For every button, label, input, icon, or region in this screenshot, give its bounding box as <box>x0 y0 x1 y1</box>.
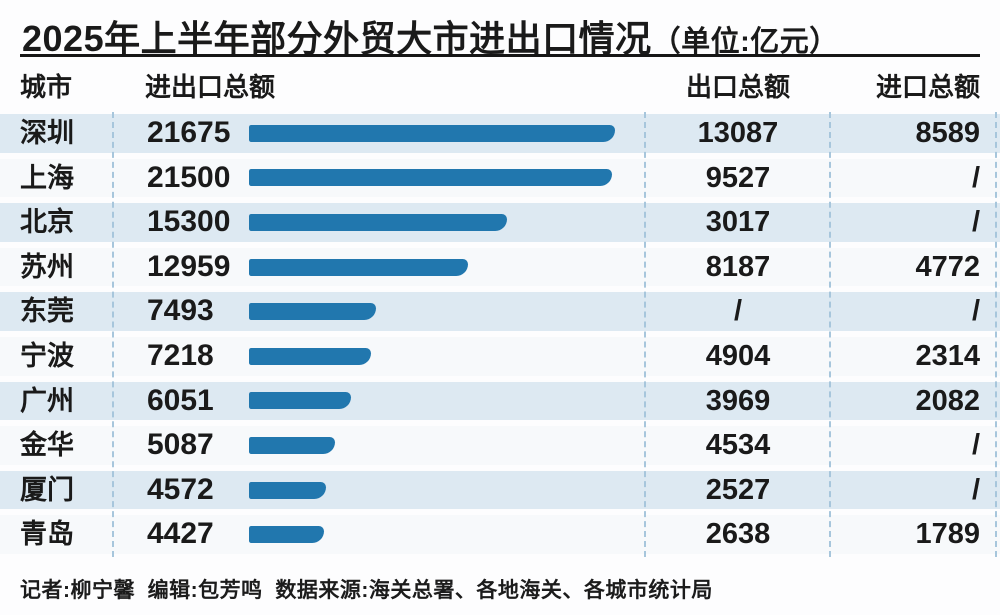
import-value: / <box>971 473 980 506</box>
city-label: 北京 <box>20 207 74 238</box>
total-value: 4427 <box>147 517 214 551</box>
import-value: / <box>971 161 980 194</box>
row-stripe <box>0 515 1000 554</box>
credits-footer: 记者:柳宁馨 编辑:包芳鸣 数据来源:海关总署、各地海关、各城市统计局 <box>20 579 713 602</box>
table-body: 深圳 21675 13087 8589 上海 21500 9527 / 北京 1… <box>0 111 1000 557</box>
col-header-export: 出口总额 <box>685 72 790 102</box>
city-label: 东莞 <box>20 296 74 327</box>
table-row: 宁波 7218 4904 2314 <box>0 334 1000 379</box>
table-row: 深圳 21675 13087 8589 <box>0 111 1000 156</box>
row-stripe <box>0 381 1000 421</box>
table-header: 城市 进出口总额 出口总额 进口总额 <box>0 65 1000 110</box>
row-stripe <box>0 426 1000 465</box>
table-row: 金华 5087 4534 / <box>0 423 1000 468</box>
table-row: 青岛 4427 2638 1789 <box>0 512 1000 557</box>
export-value: 3969 <box>705 384 771 417</box>
total-value: 15300 <box>147 205 231 239</box>
total-value: 7493 <box>147 294 214 328</box>
title-text: 2025年上半年部分外贸大市进出口情况 <box>22 18 652 59</box>
total-value: 12959 <box>147 249 231 283</box>
total-bar <box>249 169 612 187</box>
total-bar <box>249 481 327 499</box>
city-label: 苏州 <box>20 251 74 282</box>
title-underline <box>20 54 980 57</box>
import-value: / <box>971 295 980 328</box>
row-stripe <box>0 336 1000 376</box>
total-value: 5087 <box>147 428 214 462</box>
export-value: / <box>733 295 743 328</box>
table-row: 苏州 12959 8187 4772 <box>0 245 1000 290</box>
export-value: 13087 <box>697 117 779 149</box>
row-stripe <box>0 470 1000 510</box>
city-label: 金华 <box>20 430 74 461</box>
city-label: 广州 <box>20 385 74 416</box>
import-value: / <box>971 429 980 462</box>
table-row: 北京 15300 3017 / <box>0 200 1000 245</box>
export-value: 9527 <box>705 161 771 194</box>
column-separator-4 <box>995 112 997 557</box>
city-label: 青岛 <box>20 519 74 550</box>
col-header-import: 进口总额 <box>875 72 980 102</box>
table-row: 东莞 7493 / / <box>0 289 1000 334</box>
title-unit: （单位:亿元） <box>651 26 839 58</box>
total-bar <box>249 258 468 276</box>
page-title: 2025年上半年部分外贸大市进出口情况（单位:亿元） <box>22 10 839 62</box>
total-bar <box>249 303 376 321</box>
row-stripe <box>0 292 1000 331</box>
table-row: 广州 6051 3969 2082 <box>0 379 1000 424</box>
column-separator-3 <box>829 112 831 557</box>
total-bar <box>249 526 324 544</box>
import-value: 1789 <box>915 518 980 551</box>
total-value: 6051 <box>147 383 214 417</box>
export-value: 2638 <box>705 518 771 551</box>
export-value: 4904 <box>705 339 771 372</box>
col-header-city: 城市 <box>20 72 73 102</box>
export-value: 3017 <box>705 206 771 239</box>
import-value: 2082 <box>915 384 980 417</box>
total-value: 7218 <box>147 338 214 372</box>
import-value: 8589 <box>915 117 980 149</box>
export-value: 8187 <box>705 250 771 283</box>
city-label: 宁波 <box>20 340 74 371</box>
total-value: 21500 <box>147 160 231 194</box>
total-value: 21675 <box>147 116 231 149</box>
total-bar <box>249 347 371 365</box>
import-value: / <box>971 206 980 239</box>
city-label: 上海 <box>20 162 74 193</box>
import-value: 2314 <box>915 339 980 372</box>
table-row: 上海 21500 9527 / <box>0 156 1000 201</box>
export-value: 4534 <box>705 429 771 462</box>
col-header-total: 进出口总额 <box>145 72 276 102</box>
row-stripe <box>0 247 1000 287</box>
total-bar <box>249 436 335 454</box>
total-bar <box>249 124 615 142</box>
export-value: 2527 <box>705 473 771 506</box>
import-value: 4772 <box>915 250 980 283</box>
total-bar <box>249 392 352 410</box>
city-label: 深圳 <box>20 118 74 148</box>
total-bar <box>249 213 508 231</box>
column-separator-2 <box>644 112 646 557</box>
city-label: 厦门 <box>20 474 74 505</box>
column-separator-1 <box>112 112 114 557</box>
total-value: 4572 <box>147 472 214 506</box>
table-row: 厦门 4572 2527 / <box>0 468 1000 513</box>
